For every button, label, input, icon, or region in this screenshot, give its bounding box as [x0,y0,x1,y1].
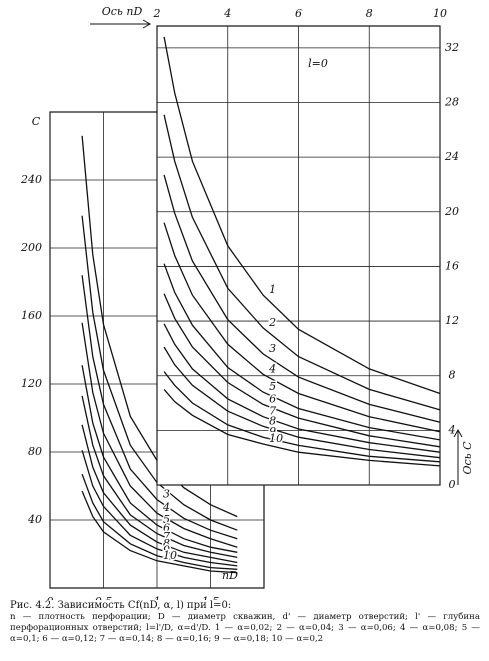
curve [163,114,441,411]
y-tick-label: 20 [444,205,459,218]
x-tick-label: 10 [433,7,447,20]
curve [163,263,441,441]
x-axis-label: nD [222,569,238,582]
curve [163,36,441,395]
curve-label: 2 [268,316,276,329]
curve [81,424,238,564]
curve [81,490,238,574]
x-tick-label: 0,5 [95,595,113,600]
curve-label: 5 [269,380,276,393]
y-tick-label: 32 [445,41,459,54]
curve [163,346,441,459]
y-tick-label: 120 [21,377,42,390]
curve-label: 4 [162,501,170,514]
curve-label: 3 [163,488,170,501]
curve-label: 7 [269,405,276,418]
arrow [90,19,152,29]
curve [81,395,238,559]
curve [81,473,238,570]
x-tick-label: 1 [154,595,161,600]
x-tick-label: 1,5 [202,595,220,600]
annotation: l=0 [308,57,328,70]
y-tick-label: 0 [449,478,456,491]
curve-label: 3 [269,342,276,355]
curve-label: 10 [163,549,177,562]
curve [163,388,441,467]
curve-label: 8 [269,414,276,427]
curve [163,174,441,423]
caption-title: Рис. 4.2. Зависимость Cf(nD, α, l) при l… [10,600,232,611]
x-tick-label: 2 [153,7,161,20]
y-tick-label: 16 [445,259,459,272]
caption: Рис. 4.2. Зависимость Cf(nD, α, l) при l… [10,600,480,645]
curve-label: 5 [163,513,170,526]
curve-label: 8 [163,537,170,550]
curve [81,275,238,540]
y-tick-label: 80 [28,445,42,458]
curve [81,135,238,518]
y-tick-label: 200 [20,241,42,254]
y-tick-label: 28 [444,96,459,109]
curve-label: 9 [163,544,170,557]
y-tick-label: 24 [444,150,459,163]
y-tick-label: 12 [445,314,459,327]
curve-label: 4 [268,362,276,375]
chart: 00,511,54080120160200240nDC1234567891024… [20,5,474,600]
curve [163,323,441,453]
caption-text: n — плотность перфорации; D — диаметр ск… [10,612,480,644]
x-tick-label: 6 [295,7,302,20]
y-tick-label: 240 [20,173,42,186]
curve [163,222,441,433]
curve-label: 9 [269,425,276,438]
x-tick-label: 4 [223,7,231,20]
y-axis-label: Ось C [461,441,474,475]
curve-label: 6 [269,392,276,405]
y-axis-label: C [32,115,41,128]
curve-label: 6 [163,522,170,535]
y-tick-label: 160 [21,309,42,322]
curve [81,322,238,548]
curve-label: 10 [269,432,283,445]
x-tick-label: 8 [366,7,373,20]
curve [81,450,238,567]
y-tick-label: 4 [448,423,456,436]
curve-label: 1 [269,283,276,296]
curve [81,215,238,531]
curve [81,365,238,553]
y-tick-label: 8 [449,369,456,382]
curve [163,371,441,463]
y-tick-label: 40 [27,513,42,526]
arrow [453,428,463,485]
curve-label: 7 [163,530,170,543]
curve [163,293,441,448]
x-tick-label: 0 [47,595,54,600]
x-axis-label: Ось nD [102,5,143,18]
